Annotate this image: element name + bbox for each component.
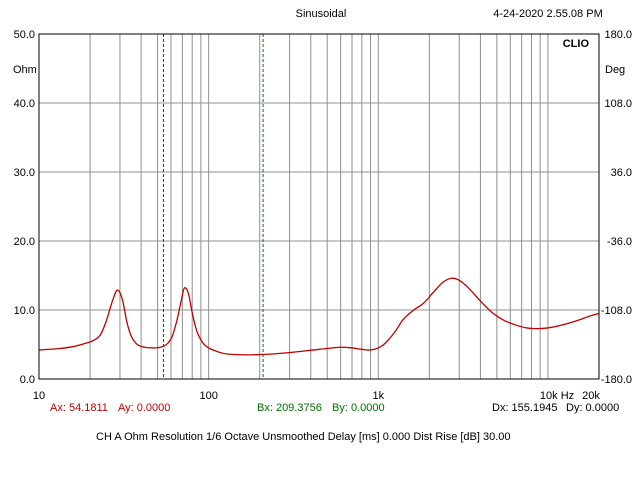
cursor-delta-y: Dy: 0.0000 [566,402,620,414]
right-y-tick-label: -108.0 [601,305,632,317]
series-layer [38,277,600,356]
x-tick-label: 10 [33,390,45,402]
chart-datetime: 4-24-2020 2.55.08 PM [493,8,602,20]
left-y-tick-label: 0.0 [20,374,35,386]
x-tick-label: 20k [582,390,600,402]
clio-logo: CLIO [563,38,590,50]
plot-area [39,34,599,379]
chart-title: Sinusoidal [296,8,347,20]
impedance-series-line [38,277,600,356]
tick-labels: 0.0 10.0 20.0 30.0 40.0 50.0 -180.0 -108.0 -36.0… [14,29,632,402]
grid-lines [39,34,599,379]
settings-line: CH A Ohm Resolution 1/6 Octave Unsmoothe… [96,431,511,443]
left-y-tick-label: 30.0 [14,167,35,179]
cursor-markers [162,34,264,379]
left-y-tick-label: 20.0 [14,236,35,248]
cursor-a-x: Ax: 54.1811 [50,402,108,414]
cursor-delta-x: Dx: 155.1945 [492,402,558,414]
left-y-tick-label: 50.0 [14,29,35,41]
x-tick-label: 10k Hz [540,390,574,402]
cursor-a-y: Ay: 0.0000 [118,402,171,414]
left-y-tick-label: 10.0 [14,305,35,317]
x-tick-label: 1k [372,390,384,402]
right-y-tick-label: -180.0 [601,374,632,386]
right-axis-unit: Deg [605,64,625,76]
right-y-tick-label: 108.0 [604,98,632,110]
right-y-tick-label: -36.0 [607,236,632,248]
left-axis-unit: Ohm [13,64,37,76]
right-y-tick-label: 36.0 [611,167,632,179]
cursor-b-x: Bx: 209.3756 [257,402,322,414]
right-y-tick-label: 180.0 [604,29,632,41]
left-y-tick-label: 40.0 [14,98,35,110]
cursor-b-y: By: 0.0000 [332,402,385,414]
plot-frame [38,33,600,380]
x-tick-label: 100 [199,390,217,402]
